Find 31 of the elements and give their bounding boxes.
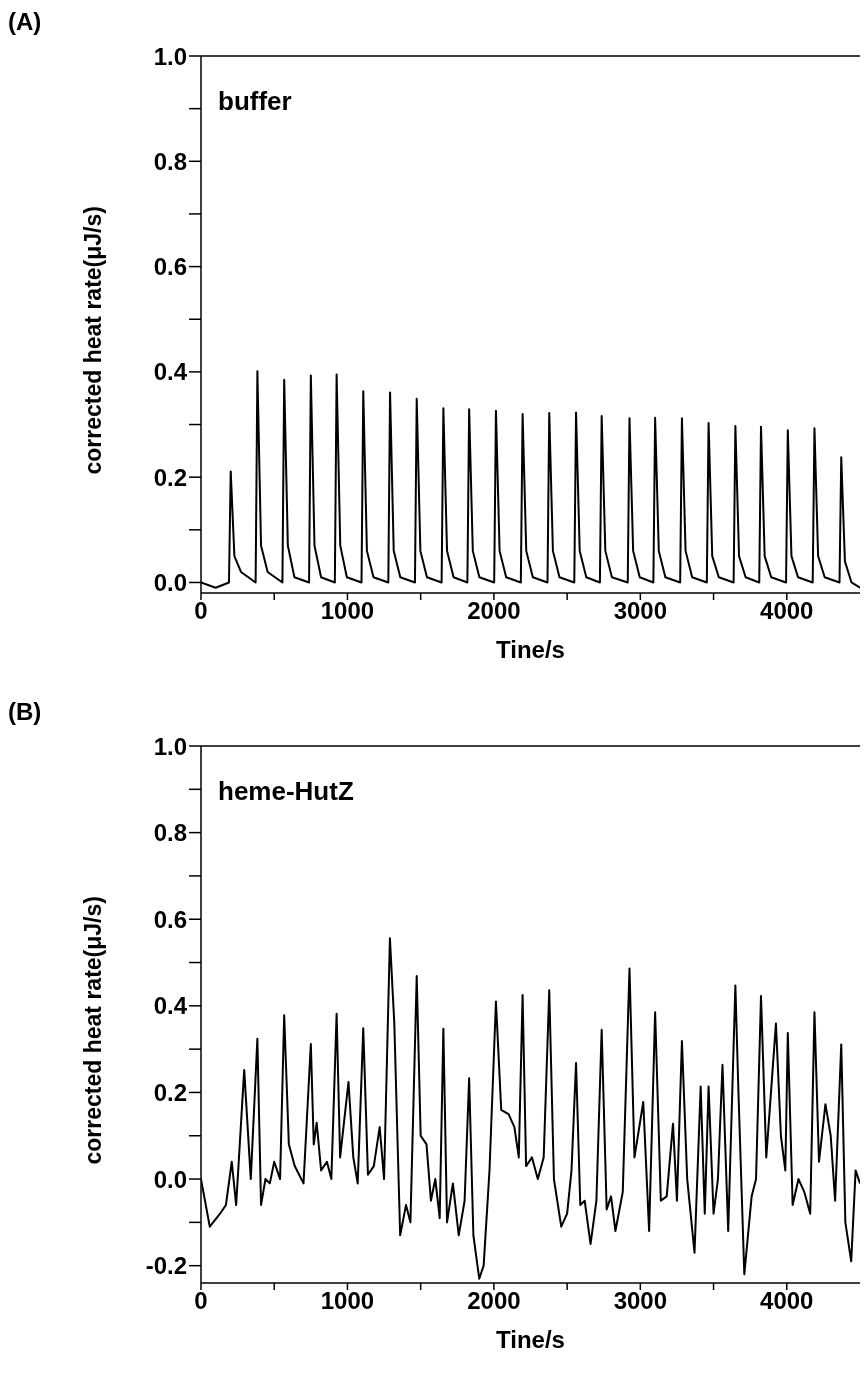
y-tick-label: 0.4 [153,992,188,1020]
y-tick-label: 0.8 [153,147,187,175]
x-tick-label: 4000 [760,1287,814,1315]
x-axis-title: Tine/s [496,636,565,663]
y-tick-label: 1.0 [153,732,187,760]
chart-title: (A) [8,8,42,36]
annotation: buffer [218,86,292,117]
x-tick-label: 2000 [467,597,521,625]
x-tick-label: 2000 [467,1287,521,1315]
y-tick-label: 0.2 [153,463,187,491]
y-tick-label: 0.0 [153,1165,187,1193]
x-tick-label: 1000 [320,1287,375,1315]
y-tick-label: 0.6 [153,905,187,933]
x-axis-title: Tine/s [496,1326,565,1353]
x-tick-label: 0 [194,1287,208,1315]
x-tick-label: 1000 [320,597,375,625]
y-tick-label: 0.8 [153,819,187,847]
y-axis-title: corrected heat rate(μJ/s) [80,206,107,475]
y-tick-label: 1.0 [153,42,187,70]
y-tick-label: 0.6 [153,253,187,281]
x-tick-label: 0 [194,597,208,625]
y-tick-label: -0.2 [145,1252,187,1280]
annotation: heme-HutZ [218,776,354,807]
y-tick-label: 0.0 [153,568,187,596]
x-tick-label: 3000 [613,1287,668,1315]
y-axis-title: corrected heat rate(μJ/s) [80,896,107,1165]
x-tick-label: 3000 [613,597,668,625]
chart-title: (B) [8,698,42,726]
x-tick-label: 4000 [760,597,814,625]
y-tick-label: 0.4 [153,358,188,386]
y-tick-label: 0.2 [153,1078,187,1106]
